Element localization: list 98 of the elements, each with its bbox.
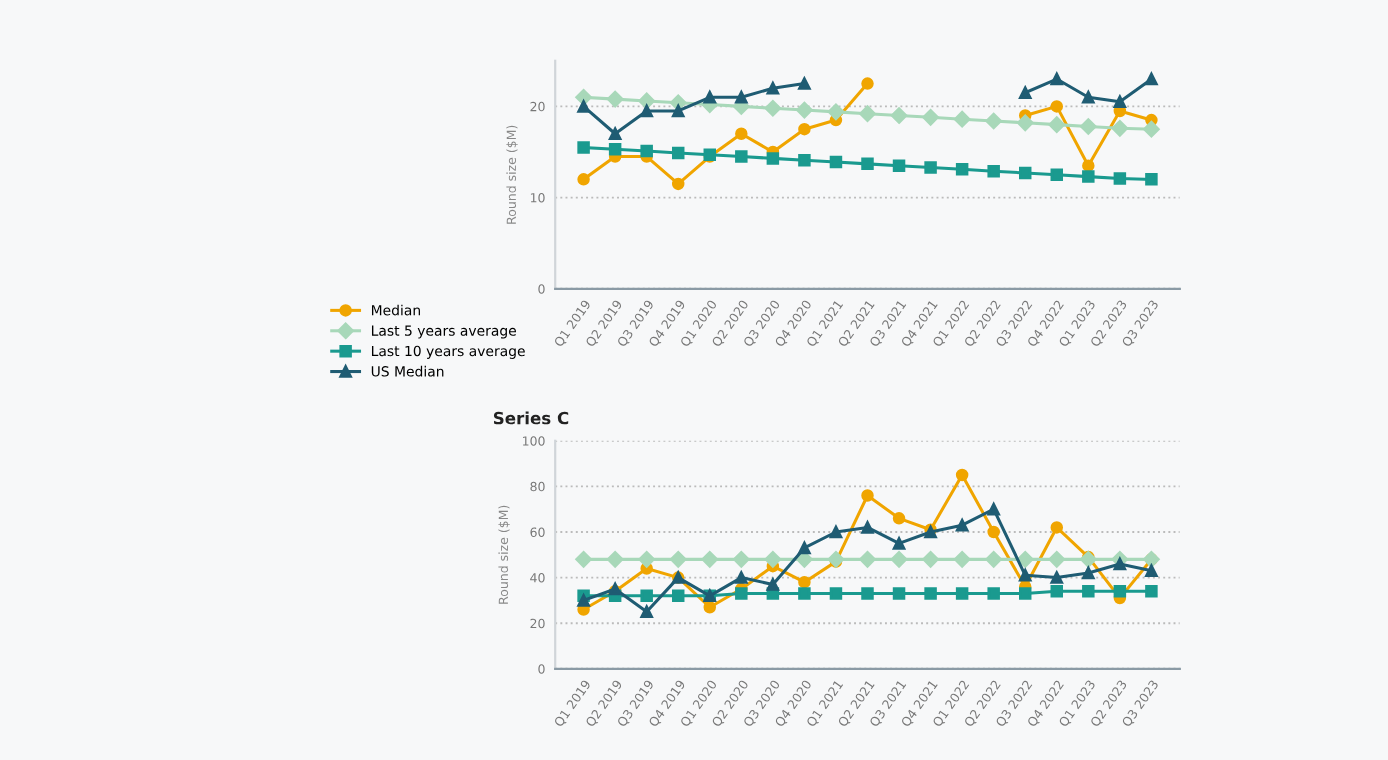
point: [987, 164, 1000, 178]
point: [1082, 159, 1095, 172]
point: [1082, 170, 1095, 183]
point: [735, 587, 748, 600]
point: [922, 109, 939, 126]
point: [798, 575, 811, 589]
point: [861, 77, 874, 90]
point: [924, 587, 937, 600]
point: [798, 153, 811, 167]
point: [640, 104, 653, 118]
point: [829, 155, 843, 169]
point: [1050, 585, 1064, 598]
point: [1050, 100, 1064, 113]
point: [798, 541, 811, 555]
point: [638, 92, 655, 110]
point: [640, 144, 653, 158]
point: [701, 551, 719, 568]
point: [1050, 168, 1064, 182]
point: [1145, 585, 1158, 598]
point: [922, 551, 939, 568]
point: [861, 489, 874, 502]
point: [955, 163, 969, 176]
point: [1050, 571, 1064, 584]
point: [671, 589, 685, 603]
point: [575, 551, 592, 568]
point: [671, 177, 685, 191]
point: [859, 105, 876, 122]
point: [577, 173, 590, 186]
point: [1018, 86, 1032, 99]
point: [1018, 569, 1032, 582]
point: [766, 81, 780, 95]
point: [924, 161, 937, 174]
point: [1048, 551, 1066, 568]
point: [829, 587, 843, 600]
point: [892, 587, 906, 600]
point: [987, 525, 1000, 539]
point: [1050, 521, 1064, 534]
point: [1082, 585, 1095, 598]
point: [1145, 564, 1158, 578]
point: [859, 551, 876, 568]
point: [861, 157, 874, 171]
point: [1080, 118, 1097, 135]
point: [987, 502, 1000, 516]
point: [1113, 585, 1127, 598]
point: [638, 551, 655, 568]
point: [1082, 566, 1095, 580]
point: [1048, 116, 1066, 133]
point: [766, 578, 780, 591]
point: [606, 90, 624, 108]
point: [892, 512, 906, 525]
point: [640, 605, 653, 619]
point: [890, 551, 908, 568]
point: [1111, 120, 1129, 137]
point: [985, 112, 1002, 130]
chart-title: Series C: [493, 411, 569, 425]
point: [766, 152, 780, 165]
point: [1113, 95, 1127, 109]
point: [735, 127, 748, 141]
point: [1113, 557, 1127, 571]
point: [1018, 587, 1032, 600]
point: [953, 551, 971, 568]
point: [1016, 114, 1034, 132]
point: [892, 537, 906, 550]
point: [987, 587, 1000, 600]
point: [1145, 72, 1158, 86]
point: [1018, 166, 1032, 180]
point: [764, 551, 782, 568]
point: [1016, 551, 1034, 568]
point: [703, 600, 717, 614]
point: [640, 589, 653, 603]
point: [796, 101, 813, 119]
point: [764, 99, 782, 117]
point: [733, 551, 750, 568]
point: [671, 146, 685, 160]
point: [669, 551, 687, 568]
point: [890, 107, 908, 124]
point: [861, 587, 874, 600]
point: [735, 150, 748, 163]
point: [955, 518, 969, 532]
point: [1113, 172, 1127, 185]
point: [985, 551, 1002, 568]
point: [577, 141, 590, 154]
point: [703, 91, 717, 104]
point: [955, 587, 969, 600]
point: [608, 127, 622, 141]
point: [606, 551, 624, 568]
point: [955, 468, 969, 482]
point: [1145, 173, 1158, 186]
point: [829, 525, 843, 539]
point: [1143, 120, 1160, 138]
point: [798, 587, 811, 600]
point: [1050, 72, 1064, 86]
point: [608, 143, 622, 156]
point: [798, 122, 811, 136]
point: [953, 110, 971, 128]
point: [892, 159, 906, 172]
point: [671, 104, 685, 118]
point: [827, 103, 845, 121]
